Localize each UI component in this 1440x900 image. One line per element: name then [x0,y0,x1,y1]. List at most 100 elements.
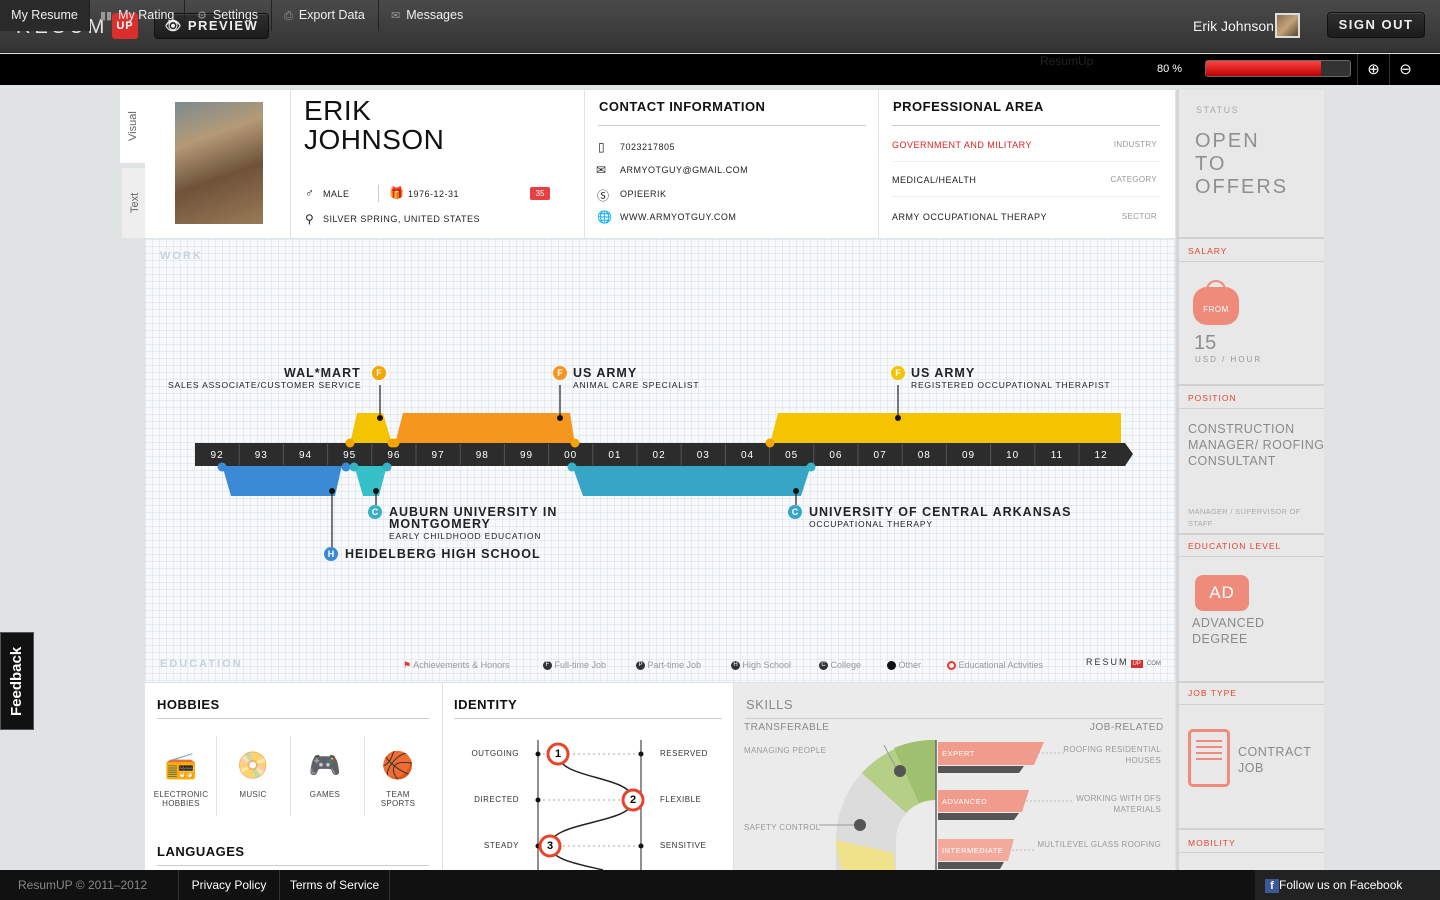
brand-badge: UP [1130,660,1143,668]
website[interactable]: WWW.ARMYOTGUY.COM [620,212,737,222]
fulltime-icon: F [543,661,552,671]
feedback-tab[interactable]: Feedback [0,632,34,730]
nav-label: My Resume [11,8,78,22]
timeline-axis [195,443,1133,466]
feedback-label: Feedback [8,646,25,716]
skills-panel [734,683,1175,870]
year-label: 96 [387,450,400,461]
privacy-link[interactable]: Privacy Policy [178,870,280,900]
skype: OPIEERIK [620,189,667,199]
professional-title: PROFESSIONAL AREA [893,99,1044,114]
zoom-in-icon[interactable]: ⊕ [1357,54,1389,85]
birth-date: 1976-12-31 [408,189,460,199]
fulltime-badge: F [372,366,386,380]
job-walmart-title[interactable]: WAL*MART [284,366,361,380]
nav-my-rating[interactable]: ▮▮ My Rating [91,0,185,31]
industry-value: GOVERNMENT AND MILITARY [892,140,1033,150]
divider [1176,852,1324,853]
contract-icon [1188,729,1230,787]
position-line: CONSULTANT [1188,454,1276,468]
divider [290,90,291,238]
heidelberg-bar [222,465,342,496]
connector-dot [377,415,383,421]
nav-messages[interactable]: ✉ Messages [380,0,476,31]
terms-link[interactable]: Terms of Service [280,870,390,900]
nav-label: Settings [212,8,259,22]
college-icon: C [819,661,828,671]
edu-auburn-title-2[interactable]: MONTGOMERY [389,517,491,531]
zoom-out-icon[interactable]: ⊖ [1389,54,1421,85]
walmart-start-dot [345,438,355,448]
nav-my-resume[interactable]: My Resume [0,0,90,31]
divider [157,718,429,719]
heidelberg-end-dot [341,462,351,472]
brand-text: RESUM [1086,657,1129,667]
skill-bar-advanced [938,790,1029,812]
divider [1176,556,1324,557]
eye-icon: 👁 [164,18,188,33]
phone-icon: ▯ [598,140,605,154]
edu-uca-title[interactable]: UNIVERSITY OF CENTRAL ARKANSAS [809,505,1072,519]
basketball-icon: 🏀 [381,750,415,780]
auburn-bar [354,465,387,496]
year-label: 12 [1095,450,1108,461]
divider [1176,704,1324,705]
highschool-icon: H [731,661,740,671]
logo-badge[interactable]: UP [112,13,138,39]
divider [745,718,1163,719]
facebook-link[interactable]: f Follow us on Facebook [1255,870,1440,900]
divider [1176,681,1324,683]
identity-tick [535,797,541,803]
divider [878,90,879,238]
first-name: ERIK [304,95,372,126]
edu-auburn-major: EARLY CHILDHOOD EDUCATION [389,531,542,541]
bar-chart-icon: ▮▮ [100,10,113,22]
footer [0,870,1440,900]
identity-tick [638,751,644,757]
position-sub-line: MANAGER / SUPERVISOR OF [1188,507,1301,516]
year-label: 11 [1051,450,1063,461]
gear-icon: ⚙ [197,10,207,22]
tab-text[interactable]: Text [122,168,145,238]
nav-label: Export Data [298,8,365,22]
salary-from: FROM [1203,305,1229,314]
preview-button[interactable]: 👁 PREVIEW [154,13,269,39]
sign-out-button[interactable]: SIGN OUT [1327,12,1425,38]
hobby-games: GAMES [309,790,341,799]
legend-highschool: H High School [731,660,791,671]
gender: MALE [323,189,350,199]
flag-icon: ⚑ [403,660,412,670]
skill-managing-people: MANAGING PEOPLE [744,746,827,755]
gift-icon: 🎁 [389,186,404,200]
edu-heidelberg-title[interactable]: HEIDELBERG HIGH SCHOOL [345,547,541,561]
highschool-badge: H [324,547,338,561]
job-army-animal-title[interactable]: US ARMY [573,366,638,380]
timeline-graphic: 92 93 94 95 96 97 98 99 00 01 02 03 04 05 06 07 08 09 10 11… [195,385,1133,547]
army-animal-end-dot [570,438,580,448]
divider [1176,408,1324,409]
languages-title: LANGUAGES [157,844,245,859]
divider [454,718,722,719]
tab-visual[interactable]: Visual [120,90,146,163]
skill-bar-intermediate-shadow [938,862,1004,869]
person-icon: ♂ [305,186,314,200]
email[interactable]: ARMYOTGUY@GMAIL.COM [620,165,749,175]
tab-label: Text [129,192,141,214]
hobby-team-sports: TEAM SPORTS [380,790,416,808]
divider [1176,261,1324,262]
year-label: 07 [874,450,887,461]
edu-auburn-title-1[interactable]: AUBURN UNIVERSITY IN [389,505,558,519]
legend-college: C College [819,660,861,671]
skype-icon: Ⓢ [597,189,610,203]
location: SILVER SPRING, UNITED STATES [323,214,481,224]
avatar[interactable] [1275,13,1300,38]
legend-label: Achievements & Honors [413,660,510,670]
level-expert: EXPERT [942,749,975,758]
job-army-ot-title[interactable]: US ARMY [911,366,976,380]
brand-suffix: COM [1146,661,1161,667]
profile-photo [175,102,263,224]
legend-fulltime: F Full-time Job [543,660,606,671]
nav-export-data[interactable]: ⎙ Export Data [273,0,379,31]
user-name[interactable]: Erik Johnson [1193,18,1274,34]
nav-settings[interactable]: ⚙ Settings [186,0,272,31]
